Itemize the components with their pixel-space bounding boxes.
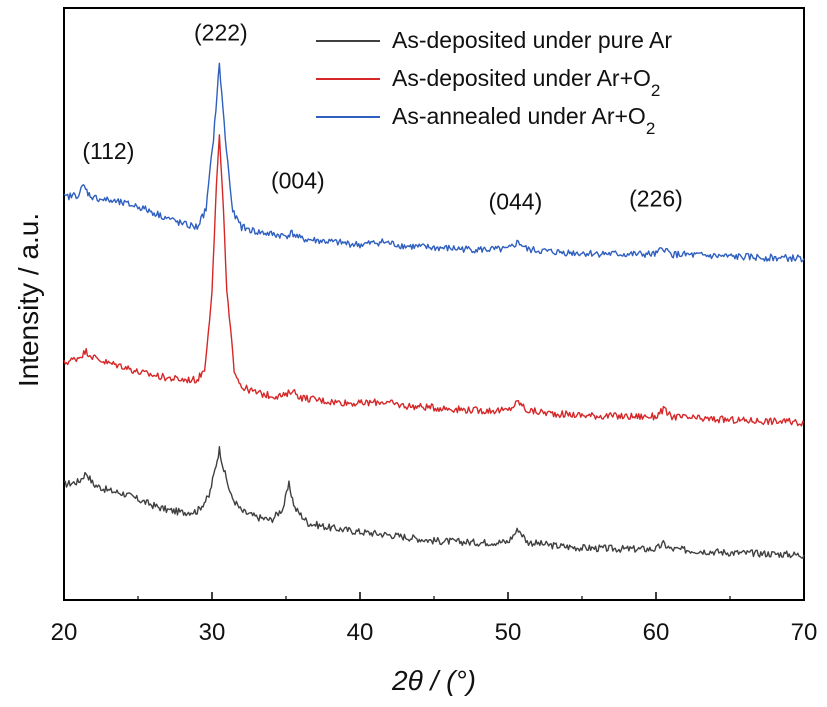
series-layer (63, 62, 805, 559)
x-tick-label-70: 70 (791, 619, 818, 646)
legend-label: As-annealed under Ar+O2 (392, 103, 655, 138)
x-axis-title: 2θ / (°) (391, 665, 476, 696)
peak-label: (222) (194, 20, 248, 46)
series-line-as-deposited-under-ar-o2 (63, 134, 805, 427)
x-axis: 20 30 40 50 60 70 (51, 592, 818, 646)
peak-label: (044) (489, 188, 543, 214)
series-line-as-deposited-under-pure-ar (63, 445, 805, 559)
x-tick-label-50: 50 (495, 619, 522, 646)
legend: As-deposited under pure Ar As-deposited u… (316, 27, 672, 138)
series-line-as-annealed-under-ar-o2 (63, 62, 805, 263)
x-tick-label-60: 60 (643, 619, 670, 646)
x-tick-label-30: 30 (199, 619, 226, 646)
peak-label: (004) (271, 168, 325, 194)
legend-label: As-deposited under pure Ar (392, 27, 672, 53)
x-tick-label-20: 20 (51, 619, 78, 646)
peak-label: (112) (82, 138, 134, 164)
legend-label: As-deposited under Ar+O2 (392, 65, 660, 100)
x-tick-label-40: 40 (347, 619, 374, 646)
peak-annotations: (112) (222) (004) (044) (226) (82, 20, 682, 215)
peak-label: (226) (629, 185, 683, 211)
y-axis-title: Intensity / a.u. (13, 213, 44, 387)
